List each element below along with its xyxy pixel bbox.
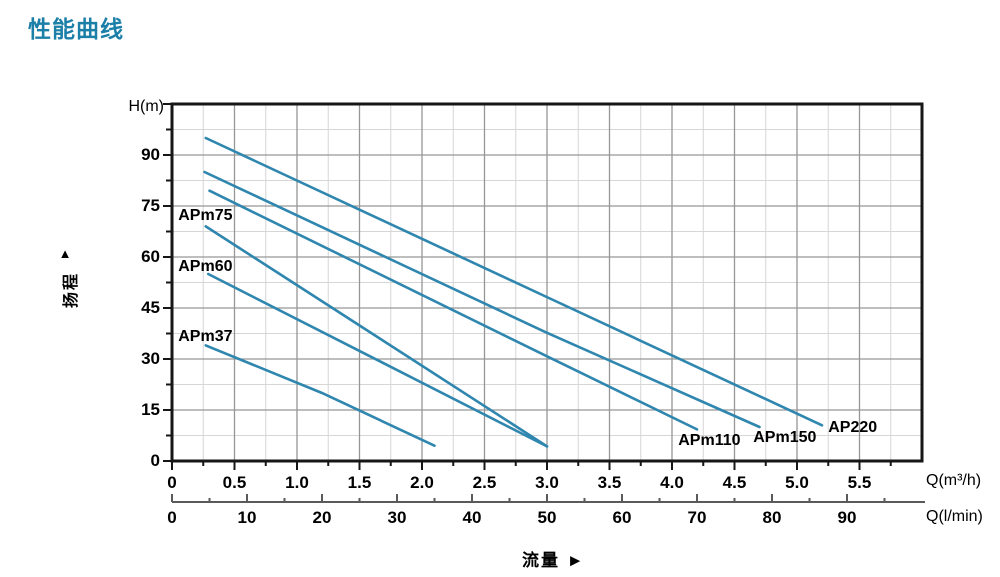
chart-canvas: [163, 102, 925, 503]
x-tick-label: 0: [167, 473, 177, 492]
secondary-tick-label: 90: [837, 508, 857, 527]
curve-label-APm110: APm110: [678, 432, 741, 450]
y-tick-label: 75: [141, 196, 160, 215]
curve-APm150: [203, 170, 761, 429]
performance-chart: H(m) ▲ 扬程 Q(m³/h) Q(l/min) 流量 ► 0 15 30 45 6…: [0, 60, 1000, 577]
x-axis-primary-unit-label: Q(m³/h): [926, 472, 982, 489]
x-tick-label: 5.5: [847, 473, 872, 492]
curve-label-APm150: APm150: [753, 428, 817, 446]
x-tick-label: 5.0: [785, 473, 809, 492]
x-tick-label: 1.0: [285, 473, 309, 492]
secondary-tick-label: 10: [237, 508, 257, 527]
curve-APm37: [204, 344, 436, 448]
x-axis-title: 流量 ►: [522, 546, 586, 571]
right-arrow-icon: ►: [566, 551, 586, 570]
curve-APm110: [208, 189, 699, 431]
x-tick-label: 4.0: [660, 473, 684, 492]
curve-label-APm60: APm60: [178, 258, 233, 276]
curve-APm75: [204, 225, 549, 448]
y-tick-label: 90: [141, 145, 160, 164]
x-tick-label: 1.5: [347, 473, 372, 492]
y-tick-label: 45: [141, 298, 160, 317]
secondary-tick-label: 70: [687, 508, 707, 527]
x-tick-label: 4.5: [722, 473, 747, 492]
x-axis-title-text: 流量: [522, 551, 560, 570]
secondary-tick-label: 60: [612, 508, 632, 527]
x-tick-label: 3.0: [535, 473, 559, 492]
curve-label-APm37: APm37: [178, 327, 233, 345]
curves: [203, 136, 824, 448]
y-axis-title: 扬程: [63, 272, 80, 309]
secondary-tick-label: 50: [537, 508, 557, 527]
curve-label-APm75: APm75: [178, 207, 233, 225]
curve-label-AP220: AP220: [828, 418, 878, 436]
grid-major: [172, 104, 922, 461]
y-tick-label: 30: [141, 349, 160, 368]
x-tick-label: 3.5: [597, 473, 622, 492]
secondary-tick-label: 30: [387, 508, 407, 527]
y-axis-unit-label: H(m): [128, 98, 164, 115]
curve-APm60: [206, 272, 549, 448]
up-arrow-icon: ▲: [58, 246, 72, 261]
x-tick-label: 2.5: [472, 473, 497, 492]
secondary-tick-label: 0: [167, 508, 177, 527]
secondary-axis: [171, 494, 925, 503]
curve-AP220: [204, 136, 824, 427]
axis-ticks: [163, 103, 892, 470]
page-title: 性能曲线: [28, 16, 124, 42]
y-tick-label: 15: [141, 400, 160, 419]
x-axis-secondary-unit-label: Q(l/min): [926, 508, 983, 525]
y-tick-label: 60: [141, 247, 160, 266]
x-tick-label: 2.0: [410, 473, 434, 492]
secondary-tick-label: 80: [762, 508, 782, 527]
secondary-tick-label: 20: [312, 508, 332, 527]
y-tick-label: 0: [150, 451, 160, 470]
x-tick-label: 0.5: [222, 473, 247, 492]
secondary-tick-label: 40: [462, 508, 482, 527]
